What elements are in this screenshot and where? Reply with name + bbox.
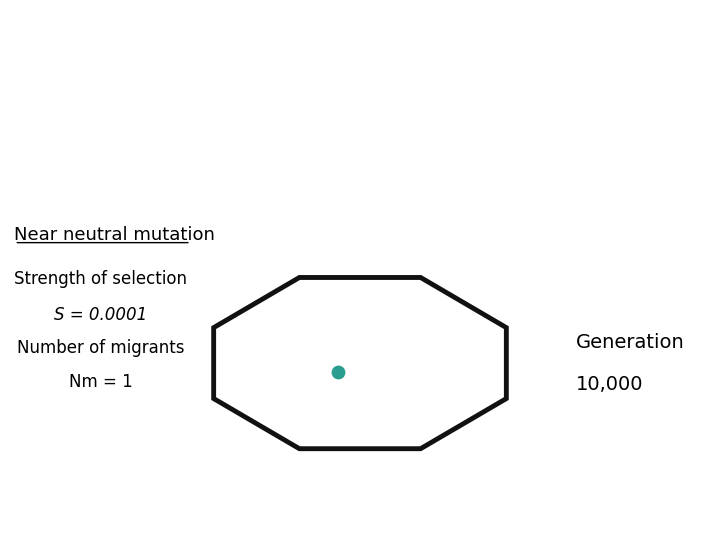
Text: Generation: Generation xyxy=(576,333,685,352)
Text: Number of migrants: Number of migrants xyxy=(17,339,184,357)
Text: S = 0.0001: S = 0.0001 xyxy=(54,306,148,323)
Text: Nm = 1: Nm = 1 xyxy=(69,373,132,391)
Point xyxy=(333,367,344,376)
Text: range of a widespread species: range of a widespread species xyxy=(148,78,672,107)
Text: Spread of mutant alleles across the: Spread of mutant alleles across the xyxy=(104,27,717,56)
Text: Near neutral mutation: Near neutral mutation xyxy=(14,226,215,244)
Text: Strength of selection: Strength of selection xyxy=(14,270,187,288)
Polygon shape xyxy=(214,278,506,449)
Text: 10,000: 10,000 xyxy=(576,375,644,394)
